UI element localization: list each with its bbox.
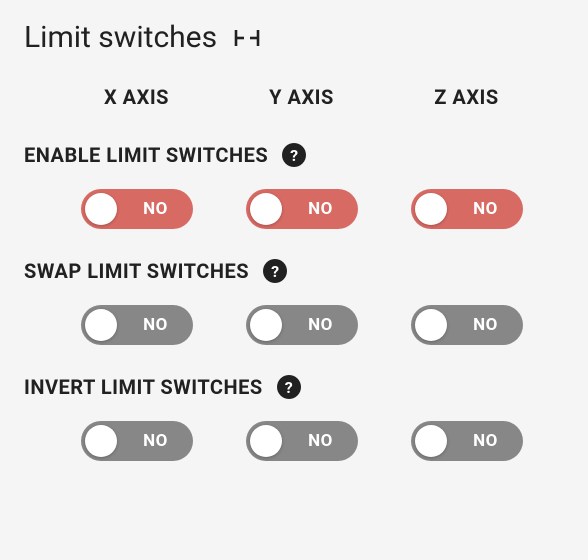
toggle-value: NO — [292, 199, 350, 219]
setting-invert: INVERT LIMIT SWITCHES ? NO NO NO — [24, 375, 564, 461]
toggle-swap-z[interactable]: NO — [411, 305, 523, 345]
toggle-value: NO — [127, 315, 185, 335]
toggle-cell: NO — [219, 189, 384, 229]
toggle-value: NO — [457, 431, 515, 451]
setting-enable-toggles: NO NO NO — [24, 189, 564, 229]
toggle-knob — [415, 425, 447, 457]
toggle-knob — [415, 193, 447, 225]
setting-enable-label: ENABLE LIMIT SWITCHES — [24, 143, 268, 167]
toggle-cell: NO — [54, 421, 219, 461]
setting-swap-label: SWAP LIMIT SWITCHES — [24, 259, 249, 283]
toggle-cell: NO — [384, 189, 549, 229]
toggle-knob — [250, 309, 282, 341]
axis-header-y: Y AXIS — [219, 85, 384, 109]
setting-enable-label-row: ENABLE LIMIT SWITCHES ? — [24, 143, 564, 167]
help-icon[interactable]: ? — [263, 259, 287, 283]
setting-invert-label-row: INVERT LIMIT SWITCHES ? — [24, 375, 564, 399]
toggle-cell: NO — [54, 189, 219, 229]
help-icon[interactable]: ? — [282, 143, 306, 167]
toggle-value: NO — [457, 199, 515, 219]
page-title: Limit switches — [24, 20, 217, 55]
toggle-value: NO — [292, 315, 350, 335]
toggle-value: NO — [127, 199, 185, 219]
limit-switch-icon — [233, 27, 261, 49]
setting-enable: ENABLE LIMIT SWITCHES ? NO NO NO — [24, 143, 564, 229]
toggle-knob — [85, 425, 117, 457]
toggle-enable-x[interactable]: NO — [81, 189, 193, 229]
setting-swap-label-row: SWAP LIMIT SWITCHES ? — [24, 259, 564, 283]
toggle-knob — [250, 425, 282, 457]
help-icon[interactable]: ? — [277, 375, 301, 399]
toggle-swap-x[interactable]: NO — [81, 305, 193, 345]
toggle-enable-y[interactable]: NO — [246, 189, 358, 229]
toggle-knob — [85, 193, 117, 225]
toggle-cell: NO — [384, 305, 549, 345]
toggle-knob — [250, 193, 282, 225]
setting-swap-toggles: NO NO NO — [24, 305, 564, 345]
page-header: Limit switches — [24, 20, 564, 55]
toggle-knob — [415, 309, 447, 341]
toggle-value: NO — [292, 431, 350, 451]
toggle-knob — [85, 309, 117, 341]
toggle-value: NO — [457, 315, 515, 335]
toggle-value: NO — [127, 431, 185, 451]
toggle-enable-z[interactable]: NO — [411, 189, 523, 229]
axis-header-x: X AXIS — [54, 85, 219, 109]
toggle-swap-y[interactable]: NO — [246, 305, 358, 345]
toggle-invert-x[interactable]: NO — [81, 421, 193, 461]
toggle-cell: NO — [384, 421, 549, 461]
axis-header-z: Z AXIS — [384, 85, 549, 109]
setting-invert-label: INVERT LIMIT SWITCHES — [24, 375, 263, 399]
toggle-invert-y[interactable]: NO — [246, 421, 358, 461]
toggle-cell: NO — [54, 305, 219, 345]
setting-invert-toggles: NO NO NO — [24, 421, 564, 461]
setting-swap: SWAP LIMIT SWITCHES ? NO NO NO — [24, 259, 564, 345]
toggle-cell: NO — [219, 305, 384, 345]
toggle-cell: NO — [219, 421, 384, 461]
axis-header-row: X AXIS Y AXIS Z AXIS — [24, 85, 564, 109]
toggle-invert-z[interactable]: NO — [411, 421, 523, 461]
